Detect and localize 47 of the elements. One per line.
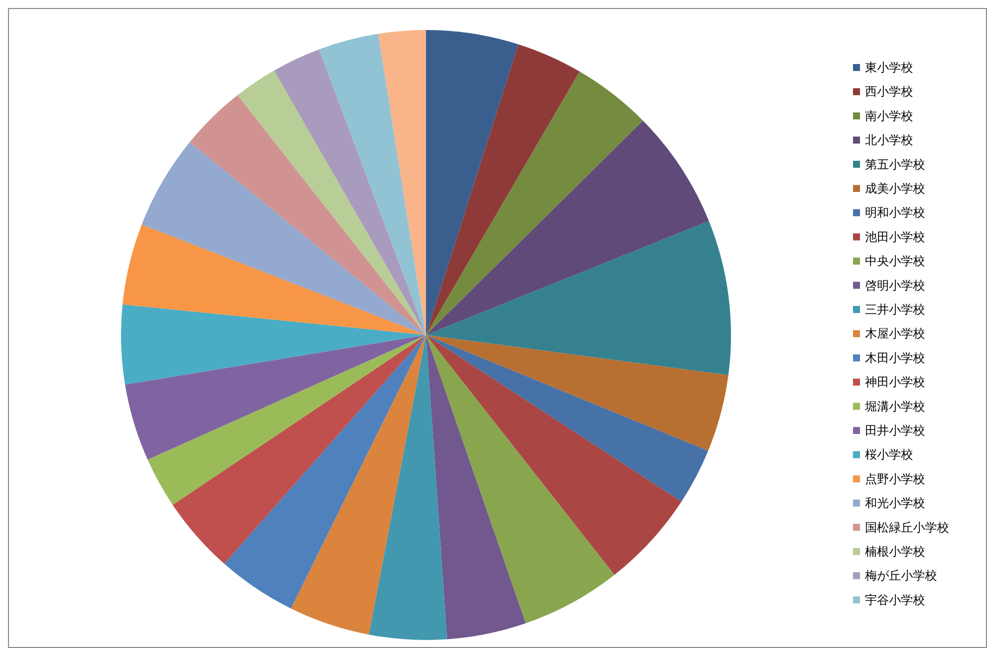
pie-slice <box>142 142 426 335</box>
legend-label: 木田小学校 <box>865 350 925 365</box>
pie-slice <box>125 335 426 460</box>
legend-label: 木屋小学校 <box>865 326 925 341</box>
pie-slice <box>426 44 580 335</box>
pie-slice <box>426 335 682 575</box>
legend-label: 西小学校 <box>865 84 913 99</box>
legend-label: 第五小学校 <box>865 157 925 172</box>
legend-label: 堀溝小学校 <box>864 399 925 414</box>
legend-label: 中央小学校 <box>865 254 925 268</box>
legend-label: 南小学校 <box>865 108 913 123</box>
legend-label: 国松緑丘小学校 <box>865 520 949 534</box>
legend-label: 三井小学校 <box>865 302 925 316</box>
pie-slice <box>190 95 426 335</box>
legend-label: 成美小学校 <box>865 182 925 196</box>
legend-label: 池田小学校 <box>865 230 925 244</box>
pie-slice <box>172 335 426 564</box>
legend-label: 梅が丘小学校 <box>864 568 937 583</box>
pie-slice <box>426 335 728 451</box>
pie-slice <box>426 335 614 624</box>
legend-label: 和光小学校 <box>865 496 925 510</box>
legend-label: 神田小学校 <box>865 375 925 390</box>
pie-slice <box>122 224 426 335</box>
legend-label: 北小学校 <box>865 133 913 148</box>
pie-slice <box>224 335 426 608</box>
pie-slice <box>368 335 448 640</box>
pie-slice <box>274 49 426 335</box>
pie-slice <box>426 335 526 640</box>
pie-slice <box>426 30 518 335</box>
pie-slice <box>148 335 426 505</box>
legend-label: 楠根小学校 <box>865 544 925 558</box>
pie-slice <box>426 335 708 502</box>
pie-slice <box>426 120 709 335</box>
pie-slice <box>319 34 426 335</box>
legend-label: 宇谷小学校 <box>865 592 925 607</box>
legend-label: 点野小学校 <box>865 472 925 486</box>
pie-slice <box>121 304 426 385</box>
pie-slice <box>426 72 644 335</box>
legend-label: 啓明小学校 <box>865 278 925 292</box>
legend-label: 明和小学校 <box>865 206 925 220</box>
pie-slice <box>426 220 731 376</box>
legend-label: 東小学校 <box>865 60 913 74</box>
legend-label: 桜小学校 <box>865 448 913 462</box>
pie-slice <box>238 70 426 335</box>
pie-slice <box>378 30 426 335</box>
pie-slice <box>290 335 426 635</box>
legend-label: 田井小学校 <box>865 424 925 438</box>
